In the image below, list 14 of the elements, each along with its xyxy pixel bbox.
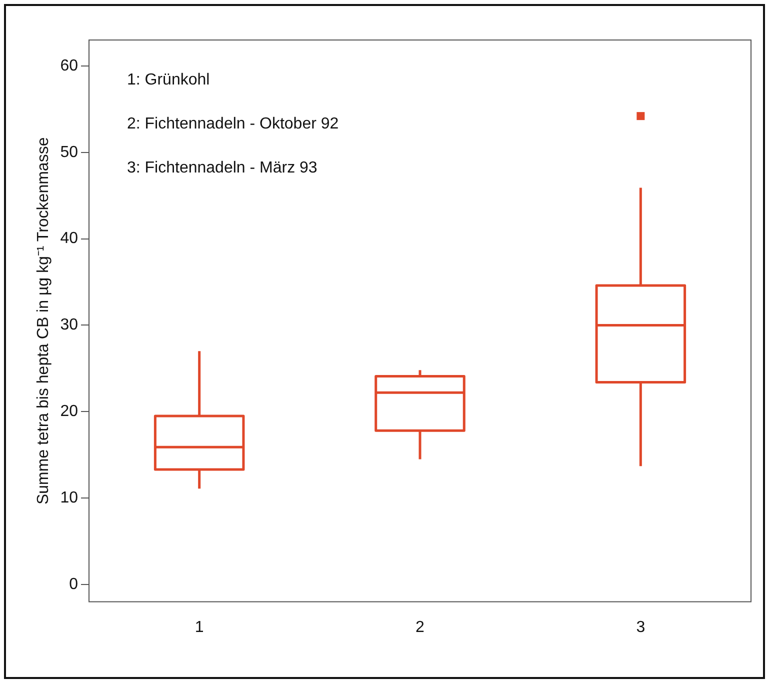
x-tick-label: 3 (636, 618, 646, 636)
annotation: 2: Fichtennadeln - Oktober 92 (126, 115, 339, 132)
y-tick-label: 40 (60, 230, 78, 248)
y-axis-title: Summe tetra bis hepta CB in µg kg⁻¹ Trockenmasse (35, 137, 52, 505)
y-tick-label: 50 (60, 144, 78, 161)
annotation: 3: Fichtennadeln - März 93 (126, 159, 318, 176)
x-tick-label: 2 (416, 618, 425, 636)
y-tick-label: 10 (60, 489, 78, 506)
y-tick-label: 20 (60, 403, 78, 420)
y-tick-label: 0 (69, 576, 78, 593)
y-tick-label: 30 (60, 316, 78, 334)
annotation: 1: Grünkohl (126, 71, 210, 88)
x-tick-label: 1 (194, 618, 204, 636)
y-tick-label: 60 (60, 57, 78, 74)
